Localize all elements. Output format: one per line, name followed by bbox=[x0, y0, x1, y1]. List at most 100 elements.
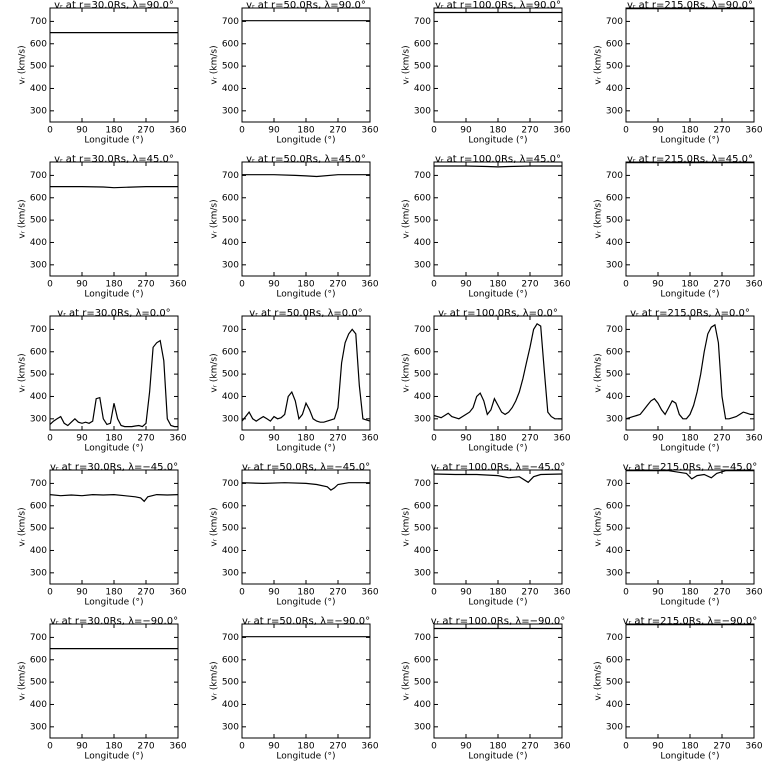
y-tick-label: 500 bbox=[414, 678, 431, 688]
plot-frame bbox=[625, 623, 755, 739]
panel-title: vᵣ at r=30.0Rs, λ=0.0° bbox=[57, 308, 170, 319]
panel-title: vᵣ at r=30.0Rs, λ=−90.0° bbox=[50, 616, 178, 627]
plot-frame bbox=[433, 7, 563, 123]
y-tick-label: 500 bbox=[606, 62, 623, 72]
y-tick-label: 700 bbox=[30, 325, 47, 335]
y-tick-label: 300 bbox=[414, 568, 431, 578]
x-tick-label: 360 bbox=[361, 742, 378, 752]
x-axis-label: Longitude (°) bbox=[468, 444, 527, 454]
x-tick-label: 0 bbox=[239, 434, 245, 444]
x-tick-label: 180 bbox=[489, 588, 506, 598]
y-axis-label: vᵣ (km/s) bbox=[594, 45, 604, 84]
panel: vᵣ at r=50.0Rs, λ=−45.0° 0 90 180 270 360 300 4… bbox=[210, 462, 379, 608]
y-tick-label: 500 bbox=[222, 524, 239, 534]
y-tick-label: 600 bbox=[30, 39, 47, 49]
y-tick-label: 500 bbox=[222, 370, 239, 380]
x-tick-label: 180 bbox=[297, 126, 314, 136]
y-tick-label: 700 bbox=[606, 633, 623, 643]
y-tick-label: 700 bbox=[606, 171, 623, 181]
y-axis-label: vᵣ (km/s) bbox=[210, 199, 220, 238]
y-tick-label: 300 bbox=[606, 568, 623, 578]
plot-frame bbox=[433, 469, 563, 585]
panel-title: vᵣ at r=30.0Rs, λ=−45.0° bbox=[50, 462, 178, 473]
y-tick-label: 600 bbox=[606, 655, 623, 665]
x-axis-label: Longitude (°) bbox=[276, 752, 335, 762]
y-tick-label: 600 bbox=[30, 347, 47, 357]
y-tick-label: 500 bbox=[222, 62, 239, 72]
y-tick-label: 300 bbox=[30, 568, 47, 578]
x-tick-label: 270 bbox=[713, 126, 730, 136]
y-tick-label: 600 bbox=[414, 655, 431, 665]
y-tick-label: 500 bbox=[414, 524, 431, 534]
y-tick-label: 300 bbox=[606, 260, 623, 270]
x-axis-label: Longitude (°) bbox=[84, 136, 143, 146]
data-line bbox=[241, 328, 371, 423]
x-tick-label: 270 bbox=[713, 588, 730, 598]
y-tick-label: 400 bbox=[222, 700, 239, 710]
y-axis-label: vᵣ (km/s) bbox=[402, 661, 412, 700]
panel: vᵣ at r=215.0Rs, λ=0.0° 0 90 180 270 360 300 40… bbox=[594, 308, 763, 454]
y-tick-label: 600 bbox=[414, 193, 431, 203]
y-tick-label: 700 bbox=[30, 171, 47, 181]
panel-title: vᵣ at r=215.0Rs, λ=−45.0° bbox=[623, 462, 758, 473]
x-tick-label: 360 bbox=[169, 588, 186, 598]
panel: vᵣ at r=50.0Rs, λ=45.0° 0 90 180 270 360 300 40… bbox=[210, 154, 379, 300]
panel: vᵣ at r=50.0Rs, λ=−90.0° 0 90 180 270 360 300 4… bbox=[210, 616, 379, 762]
y-tick-label: 400 bbox=[606, 700, 623, 710]
y-tick-label: 300 bbox=[30, 260, 47, 270]
y-tick-label: 700 bbox=[222, 325, 239, 335]
x-tick-label: 270 bbox=[521, 434, 538, 444]
panel-title: vᵣ at r=215.0Rs, λ=90.0° bbox=[627, 0, 753, 11]
panel-title: vᵣ at r=215.0Rs, λ=45.0° bbox=[627, 154, 753, 165]
y-tick-label: 300 bbox=[222, 106, 239, 116]
y-tick-label: 600 bbox=[222, 347, 239, 357]
y-axis-label: vᵣ (km/s) bbox=[18, 45, 28, 84]
y-tick-label: 300 bbox=[606, 722, 623, 732]
x-tick-label: 360 bbox=[361, 588, 378, 598]
x-axis-label: Longitude (°) bbox=[84, 598, 143, 608]
y-tick-label: 400 bbox=[414, 392, 431, 402]
x-tick-label: 90 bbox=[460, 588, 472, 598]
y-tick-label: 400 bbox=[222, 238, 239, 248]
panel-title: vᵣ at r=30.0Rs, λ=45.0° bbox=[54, 154, 174, 165]
y-tick-label: 300 bbox=[30, 414, 47, 424]
x-tick-label: 90 bbox=[268, 280, 280, 290]
x-tick-label: 360 bbox=[745, 434, 762, 444]
x-tick-label: 90 bbox=[268, 742, 280, 752]
panel: vᵣ at r=100.0Rs, λ=45.0° 0 90 180 270 360 300 4… bbox=[402, 154, 571, 300]
y-tick-label: 300 bbox=[30, 722, 47, 732]
x-tick-label: 90 bbox=[652, 434, 664, 444]
y-tick-label: 700 bbox=[414, 171, 431, 181]
x-tick-label: 180 bbox=[297, 588, 314, 598]
x-tick-label: 0 bbox=[47, 588, 53, 598]
data-line bbox=[433, 322, 562, 420]
y-tick-label: 400 bbox=[606, 84, 623, 94]
x-tick-label: 0 bbox=[431, 280, 437, 290]
plot-frame bbox=[433, 161, 563, 277]
y-tick-label: 300 bbox=[222, 414, 239, 424]
y-tick-label: 700 bbox=[414, 633, 431, 643]
x-tick-label: 90 bbox=[460, 434, 472, 444]
x-tick-label: 180 bbox=[681, 280, 698, 290]
panel: vᵣ at r=100.0Rs, λ=0.0° 0 90 180 270 360 300 40… bbox=[402, 308, 571, 454]
y-tick-label: 500 bbox=[606, 524, 623, 534]
plot-frame bbox=[241, 161, 371, 277]
plot-frame bbox=[49, 161, 179, 277]
x-tick-label: 90 bbox=[652, 742, 664, 752]
x-tick-label: 180 bbox=[681, 434, 698, 444]
x-tick-label: 270 bbox=[137, 434, 154, 444]
x-tick-label: 180 bbox=[105, 280, 122, 290]
y-axis-label: vᵣ (km/s) bbox=[402, 199, 412, 238]
y-tick-label: 700 bbox=[30, 633, 47, 643]
panel: vᵣ at r=100.0Rs, λ=−90.0° 0 90 180 270 360 300… bbox=[402, 616, 571, 762]
data-line bbox=[242, 174, 370, 178]
y-tick-label: 500 bbox=[606, 678, 623, 688]
y-tick-label: 600 bbox=[606, 501, 623, 511]
y-tick-label: 400 bbox=[606, 546, 623, 556]
y-tick-label: 500 bbox=[30, 678, 47, 688]
x-tick-label: 180 bbox=[297, 280, 314, 290]
x-tick-label: 270 bbox=[521, 126, 538, 136]
y-tick-label: 600 bbox=[606, 39, 623, 49]
x-tick-label: 0 bbox=[623, 588, 629, 598]
x-tick-label: 0 bbox=[239, 588, 245, 598]
